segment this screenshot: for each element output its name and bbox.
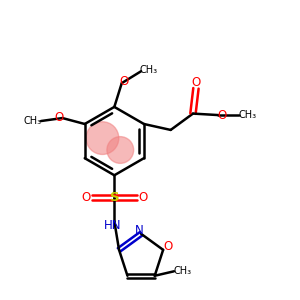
- Text: N: N: [135, 224, 144, 237]
- Text: CH₃: CH₃: [239, 110, 257, 120]
- Text: CH₃: CH₃: [140, 65, 158, 75]
- Text: O: O: [81, 191, 90, 204]
- Circle shape: [86, 122, 119, 154]
- Text: O: O: [54, 111, 64, 124]
- Text: O: O: [163, 240, 172, 253]
- Text: HN: HN: [104, 219, 122, 232]
- Text: O: O: [217, 109, 226, 122]
- Circle shape: [107, 136, 134, 164]
- Text: CH₃: CH₃: [23, 116, 41, 126]
- Text: CH₃: CH₃: [173, 266, 191, 276]
- Text: O: O: [119, 75, 129, 88]
- Text: O: O: [191, 76, 201, 89]
- Text: S: S: [110, 191, 119, 204]
- Text: O: O: [139, 191, 148, 204]
